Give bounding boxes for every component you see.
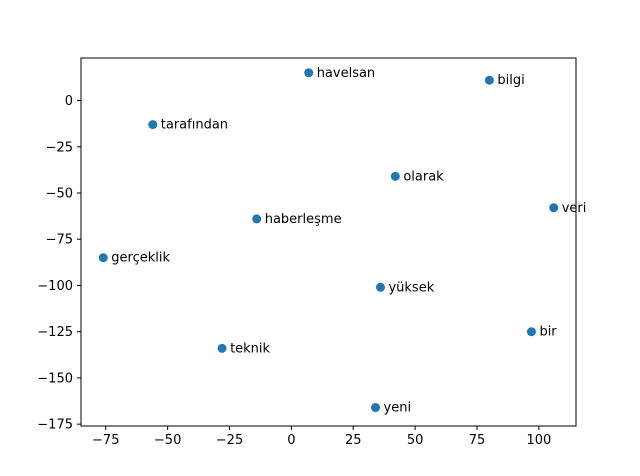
data-point bbox=[252, 214, 262, 224]
data-point bbox=[148, 120, 158, 130]
x-tick-label: −25 bbox=[216, 433, 243, 448]
y-tick-label: −100 bbox=[37, 279, 73, 294]
point-label: veri bbox=[562, 201, 587, 216]
x-axis: −75 −50 −25 0 25 50 75 100 bbox=[92, 426, 551, 448]
y-tick-label: 0 bbox=[65, 94, 73, 109]
x-tick-label: 75 bbox=[469, 433, 486, 448]
point-label: yüksek bbox=[388, 280, 434, 295]
point-label: bir bbox=[539, 325, 557, 340]
y-tick-label: −150 bbox=[37, 371, 73, 386]
y-tick-label: −75 bbox=[46, 233, 73, 248]
data-point bbox=[390, 171, 400, 181]
x-tick-label: −75 bbox=[92, 433, 119, 448]
point-label: gerçeklik bbox=[111, 251, 170, 266]
y-axis: 0 −25 −50 −75 −100 −125 −150 −175 bbox=[37, 94, 81, 433]
x-tick-label: 25 bbox=[345, 433, 362, 448]
plot-area bbox=[80, 57, 577, 427]
data-point bbox=[375, 282, 385, 292]
data-point bbox=[371, 403, 381, 413]
data-point bbox=[304, 68, 314, 78]
point-label: olarak bbox=[403, 169, 444, 184]
x-tick-label: 100 bbox=[526, 433, 551, 448]
data-point bbox=[98, 253, 108, 263]
y-tick-label: −125 bbox=[37, 325, 73, 340]
x-tick-label: −50 bbox=[154, 433, 181, 448]
point-label: bilgi bbox=[497, 73, 524, 88]
x-tick-label: 50 bbox=[407, 433, 424, 448]
data-point bbox=[484, 75, 494, 85]
point-label: teknik bbox=[230, 341, 270, 356]
data-point bbox=[549, 203, 559, 213]
x-tick-label: 0 bbox=[287, 433, 295, 448]
data-points: havelsan bilgi tarafından olarak veri haberle… bbox=[98, 66, 587, 416]
point-label: tarafından bbox=[161, 118, 228, 133]
point-label: yeni bbox=[384, 401, 412, 416]
y-tick-label: −175 bbox=[37, 418, 73, 433]
y-tick-label: −25 bbox=[46, 140, 73, 155]
point-label: havelsan bbox=[317, 66, 376, 81]
point-label: haberleşme bbox=[265, 212, 342, 227]
data-point bbox=[526, 327, 536, 337]
y-tick-label: −50 bbox=[46, 186, 73, 201]
data-point bbox=[217, 343, 227, 353]
